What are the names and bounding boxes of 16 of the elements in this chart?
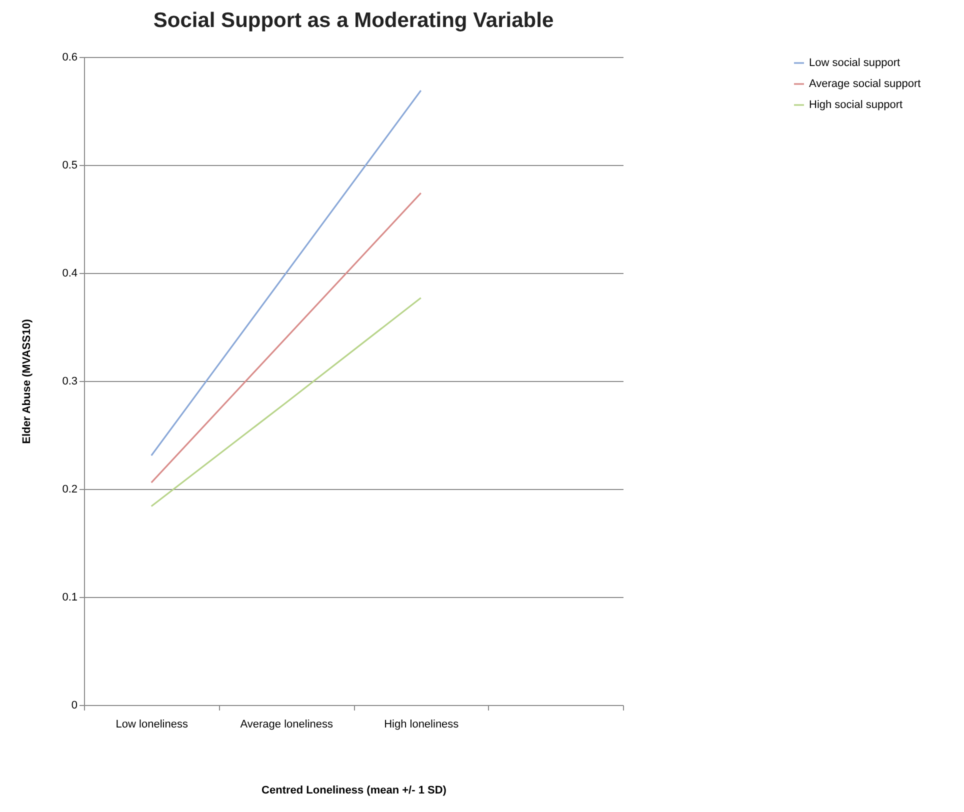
- chart-title: Social Support as a Moderating Variable: [153, 9, 554, 32]
- y-tick-label: 0.6: [62, 52, 78, 64]
- x-axis-title: Centred Loneliness (mean +/- 1 SD): [262, 784, 447, 796]
- legend-label: Low social support: [809, 57, 900, 69]
- y-tick-label: 0.4: [62, 268, 78, 280]
- legend-label: High social support: [809, 99, 903, 111]
- y-axis-title: Elder Abuse (MVASS10): [21, 318, 34, 444]
- x-tick-label: High loneliness: [384, 718, 460, 730]
- x-tick-label: Low loneliness: [116, 718, 188, 730]
- y-tick-label: 0.2: [62, 484, 78, 496]
- y-tick-label: 0.5: [62, 160, 78, 172]
- y-tick-label: 0.3: [62, 376, 78, 388]
- x-tick-label: Average loneliness: [240, 718, 334, 730]
- legend-label: Average social support: [809, 78, 921, 90]
- y-tick-label: 0: [71, 700, 78, 712]
- y-tick-label: 0.1: [62, 592, 78, 604]
